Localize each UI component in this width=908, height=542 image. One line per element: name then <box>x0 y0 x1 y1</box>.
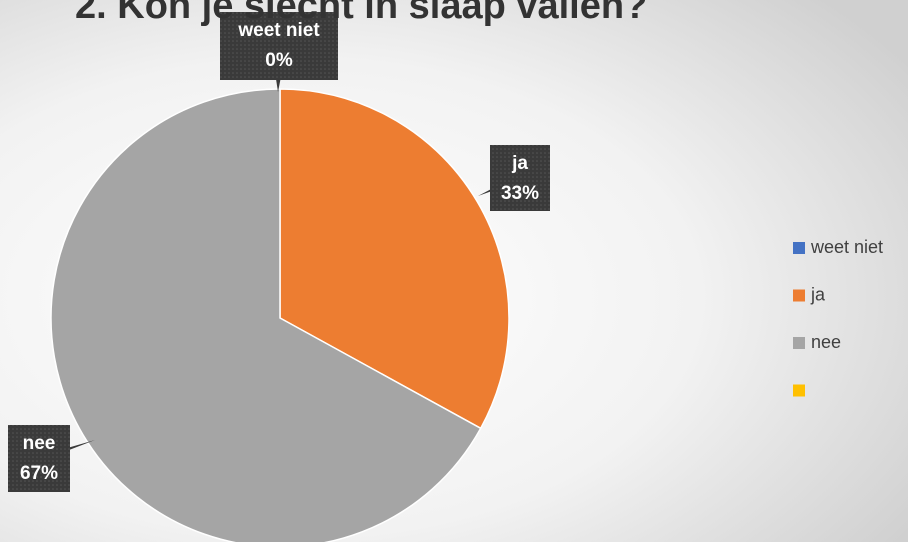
label-box <box>8 425 70 492</box>
data-label: nee 67% <box>8 425 95 492</box>
chart-title: 2. Kon je slecht in slaap vallen? <box>75 0 647 27</box>
data-label: weet niet 0% <box>220 12 338 92</box>
legend-swatch <box>793 337 805 349</box>
pie-slice <box>50 88 482 542</box>
legend-swatch <box>793 242 805 254</box>
legend-label: weet niet <box>810 237 883 257</box>
data-label: ja 33% <box>478 145 550 211</box>
label-category: nee <box>23 433 56 454</box>
legend-label: nee <box>811 332 841 352</box>
pie <box>50 88 510 542</box>
label-category: ja <box>511 153 528 174</box>
legend-label: ja <box>810 284 826 304</box>
legend-swatch <box>793 384 805 397</box>
label-category: weet niet <box>237 20 320 41</box>
legend-swatch <box>793 289 805 302</box>
legend: weet niet ja nee <box>793 237 883 397</box>
label-value: 67% <box>20 463 58 484</box>
label-value: 0% <box>265 50 293 71</box>
data-labels: weet niet 0% ja 33% nee 67% <box>8 12 550 492</box>
label-box <box>490 145 550 211</box>
label-value: 33% <box>501 183 539 204</box>
pie-slice <box>279 88 510 430</box>
label-box <box>220 12 338 80</box>
